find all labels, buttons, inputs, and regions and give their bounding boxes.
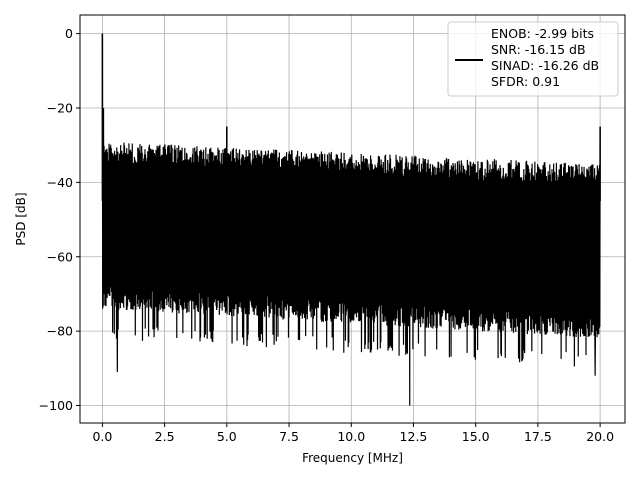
- axis-ticks: 0.0 2.5 5.0 7.5 10.0 12.5 15.0 17.5 20.0 0 −20 −40 −…: [39, 26, 614, 444]
- x-tick-label: 17.5: [524, 429, 552, 444]
- legend-snr: SNR: -16.15 dB: [491, 42, 586, 57]
- y-axis-label: PSD [dB]: [14, 192, 28, 245]
- y-tick-label: −100: [39, 398, 73, 413]
- psd-series: [101, 33, 601, 406]
- axes-frame: [79, 14, 626, 424]
- x-tick-label: 12.5: [400, 429, 428, 444]
- y-tick-label: −60: [47, 249, 73, 264]
- legend-sinad: SINAD: -16.26 dB: [491, 58, 599, 73]
- legend-enob: ENOB: -2.99 bits: [491, 26, 594, 41]
- y-tick-label: 0: [65, 26, 73, 41]
- x-tick-label: 2.5: [155, 429, 175, 444]
- x-tick-label: 15.0: [462, 429, 490, 444]
- x-axis-label: Frequency [MHz]: [302, 451, 403, 465]
- y-tick-label: −40: [47, 175, 73, 190]
- x-tick-label: 5.0: [217, 429, 237, 444]
- x-tick-label: 7.5: [279, 429, 299, 444]
- x-tick-label: 10.0: [337, 429, 365, 444]
- legend: ENOB: -2.99 bits SNR: -16.15 dB SINAD: -…: [447, 21, 619, 97]
- x-tick-label: 0.0: [92, 429, 112, 444]
- y-tick-label: −80: [47, 324, 73, 339]
- y-tick-label: −20: [47, 100, 73, 115]
- psd-line: [101, 33, 601, 406]
- x-tick-label: 20.0: [586, 429, 614, 444]
- legend-box: [447, 21, 619, 97]
- legend-sfdr: SFDR: 0.91: [491, 74, 560, 89]
